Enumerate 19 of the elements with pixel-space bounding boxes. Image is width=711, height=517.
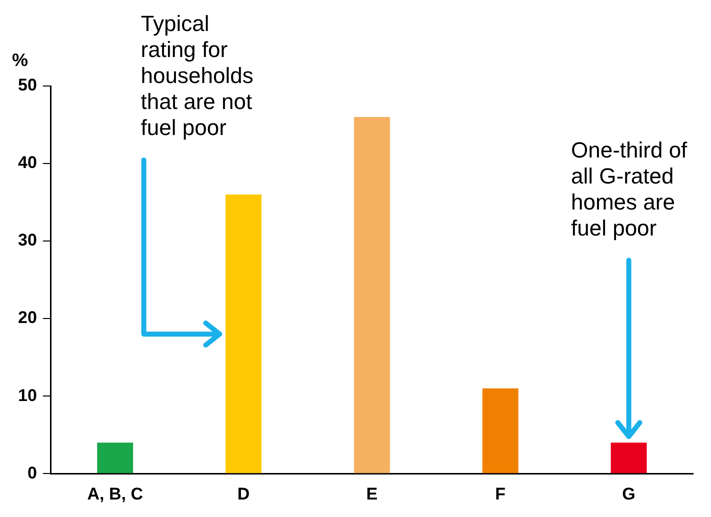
x-tick-label: F xyxy=(495,484,506,504)
y-tick-label: 20 xyxy=(18,308,37,328)
bar xyxy=(97,442,134,474)
y-tick-label: 50 xyxy=(18,76,37,95)
bar xyxy=(226,194,262,474)
x-tick-label: A, B, C xyxy=(87,484,143,504)
y-tick-label: 10 xyxy=(18,386,37,405)
x-tick-label: E xyxy=(366,484,378,504)
annotation: One-third of all G-rated homes are fuel poor xyxy=(571,137,688,240)
bar xyxy=(482,388,518,474)
x-tick-label: G xyxy=(622,484,636,504)
annotation: Typical rating for households that are not fuel poor xyxy=(140,11,254,140)
y-tick-label: 40 xyxy=(18,153,37,172)
y-axis-title: % xyxy=(12,50,28,70)
bar xyxy=(354,117,390,474)
x-tick-label: D xyxy=(237,484,250,504)
bar xyxy=(610,442,647,474)
y-tick-label: 0 xyxy=(27,463,37,482)
y-tick-label: 30 xyxy=(18,230,37,250)
